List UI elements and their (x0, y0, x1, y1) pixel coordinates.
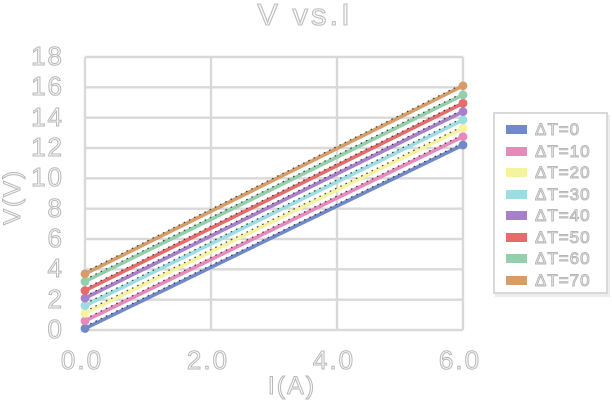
series-marker (80, 324, 90, 333)
y-tick-label: 4 (47, 253, 64, 284)
legend-label: ΔT=10 (535, 141, 591, 161)
series-marker (80, 308, 90, 318)
y-tick-label: 16 (31, 71, 64, 102)
y-tick-label: 6 (47, 223, 64, 253)
legend-swatch (506, 146, 527, 156)
legend-item: ΔT=50 (495, 227, 606, 249)
series-trendline (84, 125, 464, 312)
legend-swatch (506, 211, 527, 221)
series-trendline (84, 134, 464, 320)
series-marker (80, 316, 90, 326)
series-marker (80, 301, 90, 311)
x-axis-label: I(A) (267, 372, 317, 401)
series-line (84, 135, 464, 323)
series-trendline (84, 83, 464, 273)
x-tick-label: 0.0 (60, 345, 104, 375)
legend-label: ΔT=20 (535, 163, 591, 183)
series-trendline (84, 142, 464, 328)
series-trendline (84, 109, 464, 297)
legend-label: ΔT=70 (535, 270, 591, 290)
legend-label: ΔT=0 (534, 120, 581, 140)
legend-item: ΔT=70 (495, 270, 606, 292)
series-marker (458, 81, 468, 91)
legend-item: ΔT=10 (495, 141, 606, 163)
legend-swatch (506, 189, 527, 199)
legend-label: ΔT=30 (535, 184, 591, 204)
legend: ΔT=0 ΔT=10 ΔT=20 ΔT=30 ΔT=40 ΔT=50 ΔT=60 ΔT=70 (493, 112, 608, 294)
series-marker (458, 140, 468, 150)
series-line (84, 126, 464, 315)
x-tick-label: 4.0 (312, 345, 356, 375)
legend-label: ΔT=40 (535, 206, 591, 226)
series-marker (458, 98, 468, 108)
legend-label: ΔT=60 (535, 249, 591, 269)
legend-item: ΔT=0 (495, 119, 606, 141)
y-tick-label: 12 (31, 132, 64, 162)
y-tick-label: 18 (31, 41, 64, 71)
y-tick-label: 2 (47, 283, 64, 314)
series-marker (80, 277, 90, 286)
series-line (84, 84, 464, 276)
y-tick-label: 10 (31, 162, 64, 193)
legend-item: ΔT=30 (495, 184, 606, 206)
series-trendline (84, 100, 464, 290)
series-line (84, 109, 464, 300)
series-marker (458, 107, 468, 116)
series-marker (458, 132, 468, 142)
series-marker (80, 286, 90, 295)
series-marker (458, 90, 468, 100)
chart-title: V vs.I (257, 0, 353, 32)
legend-swatch (506, 254, 527, 264)
legend-item: ΔT=60 (495, 248, 606, 270)
series-line (84, 101, 464, 293)
legend-swatch (506, 125, 527, 135)
legend-swatch (506, 275, 527, 285)
series-marker (458, 115, 468, 125)
series-marker (80, 269, 90, 279)
legend-swatch (506, 232, 527, 242)
series-line (84, 118, 464, 308)
series-trendline (84, 92, 464, 281)
series-line (84, 143, 464, 331)
y-axis-label: V(V) (0, 169, 27, 226)
series-marker (80, 293, 90, 303)
x-tick-label: 6.0 (438, 345, 482, 375)
legend-label: ΔT=50 (535, 227, 591, 247)
y-tick-label: 0 (47, 314, 64, 344)
legend-item: ΔT=40 (495, 205, 606, 227)
x-tick-label: 2.0 (186, 345, 230, 375)
legend-swatch (506, 168, 527, 178)
y-tick-label: 14 (31, 101, 64, 132)
y-tick-label: 8 (47, 192, 64, 223)
series-line (84, 93, 464, 284)
series-marker (458, 123, 468, 133)
series-trendline (84, 117, 464, 305)
legend-item: ΔT=20 (495, 162, 606, 184)
